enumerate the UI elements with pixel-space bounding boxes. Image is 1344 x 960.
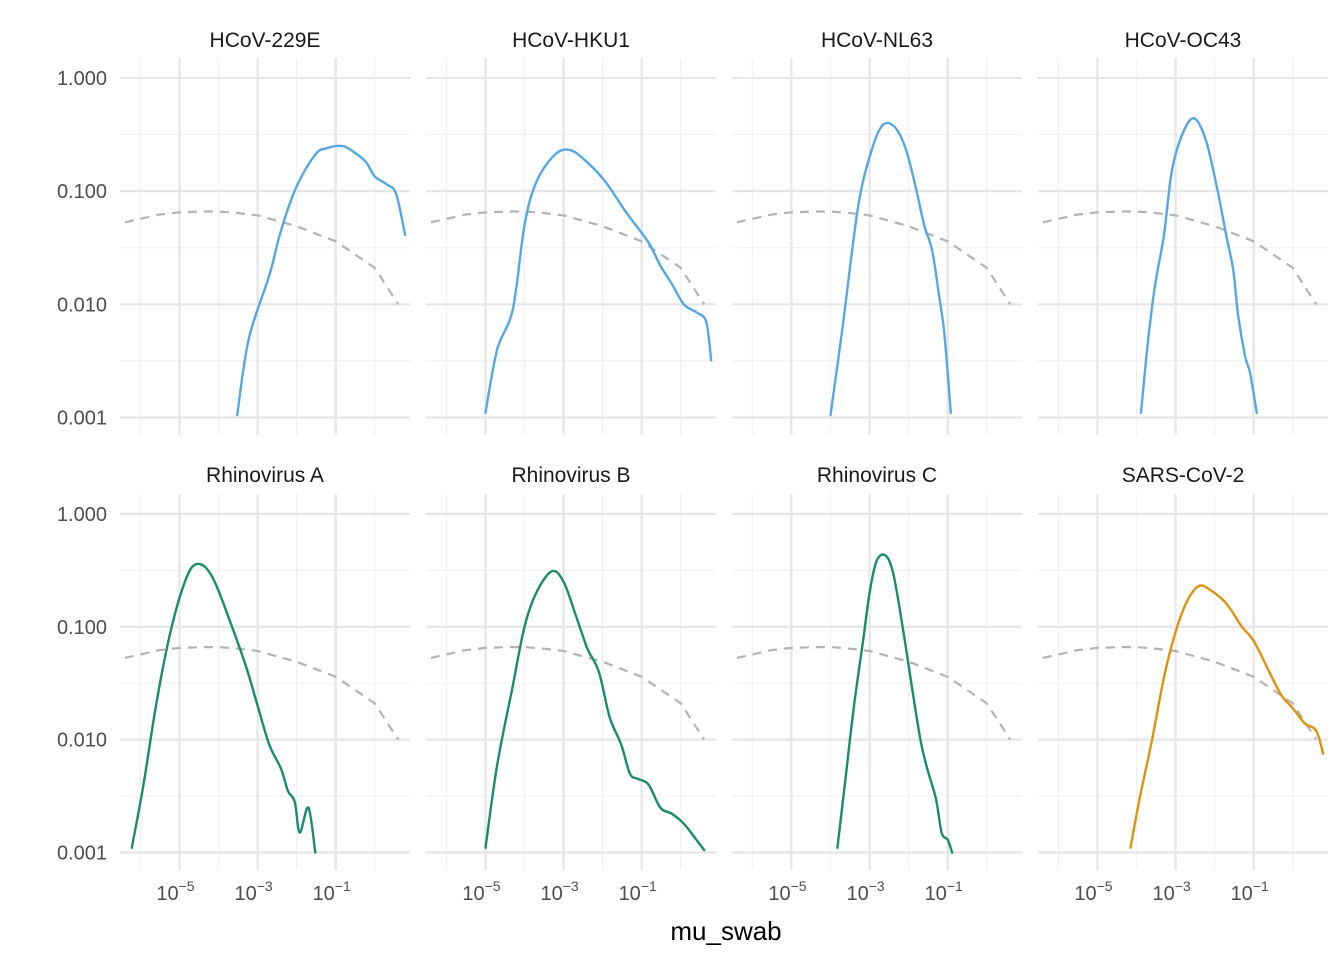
facet-title: Rhinovirus C: [817, 464, 937, 487]
facet-panel: Rhinovirus C 10−5 10−3 10−1: [732, 464, 1022, 905]
y-tick-label: 0.100: [57, 617, 107, 639]
posterior-line: [836, 553, 954, 854]
posterior-line: [484, 569, 706, 852]
x-tick-label: 10−1: [925, 878, 963, 905]
posterior-line: [829, 121, 952, 417]
facet-title: HCoV-OC43: [1125, 29, 1242, 52]
prior-line: [124, 210, 400, 305]
posterior-line: [1129, 584, 1325, 849]
prior-line: [124, 646, 400, 741]
y-tick-label: 0.100: [57, 181, 107, 203]
y-tick-label: 0.010: [57, 294, 107, 316]
facet-panel: HCoV-HKU1: [426, 29, 716, 435]
facet-title: HCoV-HKU1: [512, 29, 630, 52]
y-tick-label: 0.001: [57, 407, 107, 429]
x-tick-label: 10−5: [462, 878, 500, 905]
x-tick-label: 10−3: [234, 878, 272, 905]
facet-panel: Rhinovirus B 10−5 10−3 10−1: [426, 464, 716, 905]
x-axis-title: mu_swab: [670, 916, 781, 946]
facet-panel: HCoV-OC43: [1038, 29, 1328, 435]
facet-title: HCoV-NL63: [821, 29, 933, 52]
x-tick-label: 10−3: [846, 878, 884, 905]
facet-panel: SARS-CoV-2 10−5 10−3 10−1: [1038, 464, 1328, 905]
x-tick-label: 10−1: [1231, 878, 1269, 905]
posterior-line: [484, 148, 713, 414]
x-tick-label: 10−1: [313, 878, 351, 905]
y-tick-label: 1.000: [57, 504, 107, 526]
posterior-line: [1139, 117, 1258, 414]
facet-panel: HCoV-229E 0.001 0.010 0.100 1.000: [57, 29, 410, 435]
prior-line: [430, 210, 706, 305]
x-tick-label: 10−5: [1074, 878, 1112, 905]
facet-title: SARS-CoV-2: [1122, 464, 1245, 487]
prior-line: [1042, 646, 1318, 741]
posterior-line: [130, 562, 317, 854]
x-tick-label: 10−3: [1152, 878, 1190, 905]
facet-title: Rhinovirus A: [206, 464, 324, 487]
x-tick-label: 10−3: [540, 878, 578, 905]
facet-panel: HCoV-NL63: [732, 29, 1022, 435]
y-tick-label: 0.001: [57, 843, 107, 865]
prior-line: [736, 210, 1012, 305]
y-tick-label: 0.010: [57, 730, 107, 752]
x-tick-label: 10−5: [768, 878, 806, 905]
prior-line: [430, 646, 706, 741]
prior-line: [736, 646, 1012, 741]
facet-title: HCoV-229E: [210, 29, 321, 52]
y-tick-label: 1.000: [57, 68, 107, 90]
facet-panel: Rhinovirus A 0.001 0.010 0.100 1.000 10−5 10−3…: [57, 464, 410, 905]
x-tick-label: 10−5: [156, 878, 194, 905]
prior-line: [1042, 210, 1318, 305]
posterior-line: [236, 144, 407, 417]
facet-title: Rhinovirus B: [511, 464, 630, 487]
x-tick-label: 10−1: [619, 878, 657, 905]
